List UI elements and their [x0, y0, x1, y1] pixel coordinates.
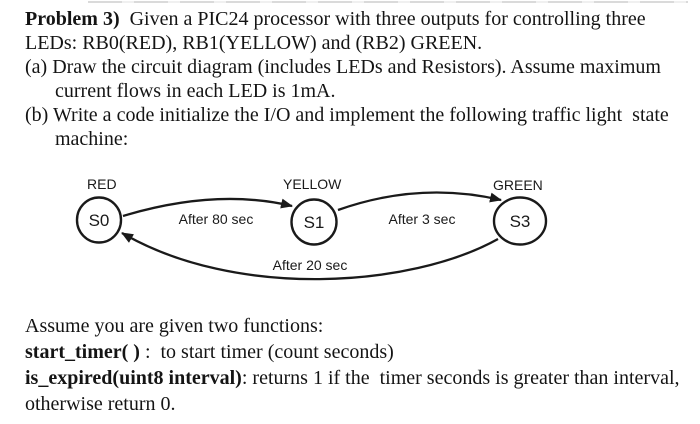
state-circle-s3 [492, 196, 548, 246]
state-circle-s0 [75, 196, 123, 244]
problem-intro-line2: LEDs: RB0(RED), RB1(YELLOW) and (RB2) GR… [25, 32, 483, 54]
function-is-expired: is_expired(uint8 interval): returns 1 if… [25, 365, 693, 391]
item-a-line1: (a) Draw the circuit diagram (includes L… [25, 56, 661, 78]
scan-artifact-line [88, 1, 688, 3]
light-label-red: RED [87, 176, 117, 192]
transition-arc-s0-s1 [122, 197, 293, 218]
problem-intro-line1: Given a PIC24 processor with three outpu… [119, 8, 646, 30]
problem-intro: Problem 3) Given a PIC24 processor with … [25, 7, 693, 31]
state-label-s3: S3 [510, 212, 531, 231]
problem-statement: Problem 3) Given a PIC24 processor with … [25, 7, 693, 151]
state-machine-diagram: RED YELLOW GREEN S0 S1 S3 After 80 sec A… [0, 165, 700, 315]
function-start-timer: start_timer( ) : to start timer (count s… [25, 339, 693, 365]
item-b-line2: machine: [55, 128, 129, 150]
light-label-green: GREEN [493, 177, 543, 193]
transition-arc-s3-s0 [121, 232, 499, 281]
function-name-start-timer: start_timer( ) [25, 341, 140, 363]
transition-label-s3-s0: After 20 sec [273, 257, 348, 273]
function-desc-start-timer: : to start timer (count seconds) [139, 341, 394, 363]
transition-label-s1-s3: After 3 sec [389, 211, 456, 227]
state-circle-s1 [290, 198, 338, 246]
state-label-s0: S0 [89, 211, 110, 230]
transition-arc-s1-s3 [337, 191, 502, 212]
state-label-s1: S1 [304, 213, 325, 232]
notes-line4: otherwise return 0. [25, 393, 176, 415]
function-desc-is-expired: : returns 1 if the timer seconds is grea… [241, 367, 680, 389]
function-name-is-expired: is_expired(uint8 interval) [25, 367, 242, 389]
item-b-line1: (b) Write a code initialize the I/O and … [25, 104, 669, 126]
problem-label: Problem 3) [25, 8, 120, 30]
light-label-yellow: YELLOW [283, 176, 342, 192]
item-a-line2: current flows in each LED is 1mA. [55, 80, 336, 102]
transition-label-s0-s1: After 80 sec [179, 211, 254, 227]
notes-line1: Assume you are given two functions: [25, 315, 324, 337]
notes-block: Assume you are given two functions: star… [25, 313, 693, 417]
